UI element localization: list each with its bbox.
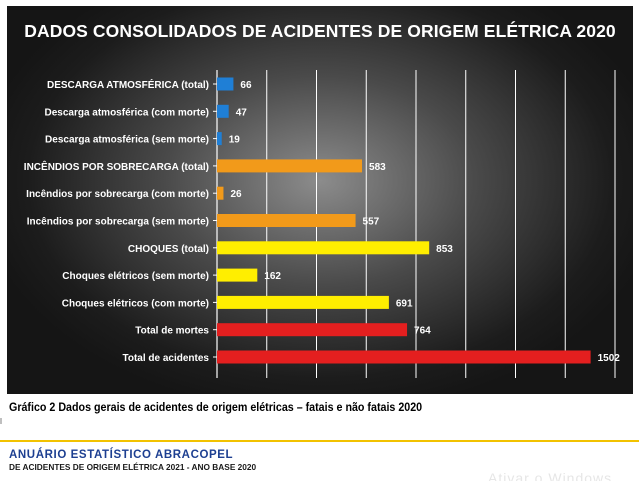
figure-caption: Gráfico 2 Dados gerais de acidentes de o… — [9, 402, 423, 414]
category-label: Descarga atmosférica (sem morte) — [45, 135, 209, 146]
chart-title: DADOS CONSOLIDADOS DE ACIDENTES DE ORIGE… — [24, 21, 616, 41]
margin-mark — [0, 418, 2, 424]
category-label: Choques elétricos (com morte) — [62, 298, 209, 309]
category-label: Incêndios por sobrecarga (com morte) — [26, 189, 209, 200]
bar-chart: DESCARGA ATMOSFÉRICA (total) 66 Descarga a… — [24, 70, 621, 378]
data-label: 19 — [229, 135, 241, 146]
footer-subtitle: DE ACIDENTES DE ORIGEM ELÉTRICA 2021 - A… — [9, 462, 257, 472]
bar — [217, 214, 356, 227]
data-label: 557 — [363, 217, 380, 228]
data-label: 691 — [396, 298, 413, 309]
data-label: 162 — [264, 271, 281, 282]
footer-title: ANUÁRIO ESTATÍSTICO ABRACOPEL — [9, 449, 234, 461]
footer-divider — [0, 440, 639, 442]
category-label: Total de acidentes — [122, 353, 209, 364]
category-label: Total de mortes — [135, 326, 209, 337]
bar — [217, 186, 224, 200]
bar — [217, 77, 234, 91]
category-label: Choques elétricos (sem morte) — [62, 271, 209, 282]
bar — [217, 350, 591, 364]
data-label: 583 — [369, 162, 386, 173]
category-label: Descarga atmosférica (com morte) — [44, 107, 209, 118]
category-label: DESCARGA ATMOSFÉRICA (total) — [47, 78, 209, 91]
bar — [217, 268, 258, 282]
category-label: INCÊNDIOS POR SOBRECARGA (total) — [24, 160, 209, 173]
bar — [217, 323, 408, 337]
data-label: 47 — [236, 107, 248, 118]
category-label: Incêndios por sobrecarga (sem morte) — [27, 217, 209, 228]
data-label: 66 — [240, 80, 252, 91]
bar — [217, 104, 229, 118]
bar — [217, 159, 363, 173]
bar — [217, 295, 389, 309]
windows-activation-watermark: Ativar o Windows — [488, 470, 613, 481]
data-label: 764 — [414, 326, 431, 337]
data-label: 26 — [230, 189, 242, 200]
data-label: 1502 — [598, 353, 621, 364]
data-label: 853 — [436, 244, 453, 255]
bar — [217, 241, 430, 255]
category-label: CHOQUES (total) — [128, 244, 209, 255]
bar — [217, 132, 222, 146]
chart-panel: DADOS CONSOLIDADOS DE ACIDENTES DE ORIGE… — [7, 6, 633, 394]
